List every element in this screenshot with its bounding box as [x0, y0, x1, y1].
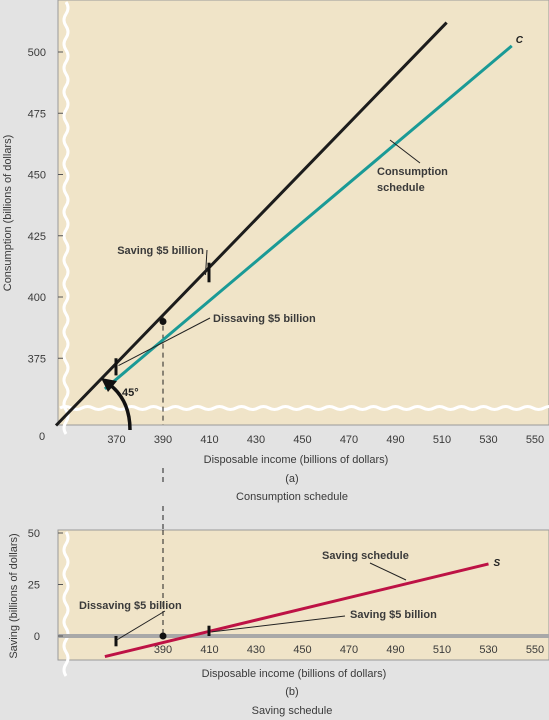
- curve-label-s: S: [494, 558, 501, 569]
- saving-schedule-label: Saving schedule: [322, 550, 409, 562]
- y-tick-label: 25: [28, 580, 40, 592]
- saving-schedule-leader-line: [369, 562, 407, 581]
- x-tick-label: 410: [200, 644, 218, 656]
- x-tick-label: 370: [107, 434, 125, 446]
- angle-arc-arrow: [107, 382, 132, 431]
- dissaving-leader-line: [116, 610, 166, 641]
- y-tick-label: 0: [34, 631, 40, 643]
- y-tick-label: 500: [28, 47, 46, 59]
- x-tick-label: 390: [154, 644, 172, 656]
- angle-arrowhead-icon: [101, 378, 117, 392]
- consumption-schedule-label-line2: schedule: [377, 182, 425, 194]
- x-tick-label: 490: [386, 434, 404, 446]
- consumption-line: [103, 44, 513, 391]
- x-tick-label: 530: [479, 644, 497, 656]
- x-tick-label: 430: [247, 644, 265, 656]
- x-axis-title: Disposable income (billions of dollars): [204, 454, 389, 466]
- forty-five-degree-line: [54, 21, 448, 427]
- panel-caption: Consumption schedule: [236, 491, 348, 503]
- x-tick-label: 430: [247, 434, 265, 446]
- saving-annotation: Saving $5 billion: [350, 609, 437, 621]
- y-tick-label: 375: [28, 353, 46, 365]
- y-axis-ticks: 0 25 50: [28, 528, 63, 643]
- y-axis-ticks: 375 400 425 450 475 500: [28, 47, 63, 365]
- panel-b: Saving schedule Saving $5 billion Dissav…: [8, 528, 549, 717]
- y-tick-label: 475: [28, 108, 46, 120]
- dissaving-annotation: Dissaving $5 billion: [79, 600, 182, 612]
- dissaving-annotation: Dissaving $5 billion: [213, 313, 316, 325]
- y-axis-title: Consumption (billions of dollars): [2, 135, 14, 292]
- x-tick-label: 470: [340, 644, 358, 656]
- x-tick-label: 550: [526, 644, 544, 656]
- panel-a: 45° Saving $5 billion Dissaving $5 billi…: [2, 0, 549, 503]
- x-axis-title: Disposable income (billions of dollars): [202, 668, 387, 680]
- x-tick-label: 450: [293, 434, 311, 446]
- x-tick-label: 410: [200, 434, 218, 446]
- x-tick-label: 490: [386, 644, 404, 656]
- break-even-point: [159, 318, 167, 325]
- dissaving-leader-line: [118, 317, 211, 367]
- saving-line: [104, 562, 489, 659]
- x-tick-label: 550: [526, 434, 544, 446]
- dissaving-gap-marker: [114, 358, 118, 376]
- panel-letter: (b): [285, 686, 298, 698]
- x-tick-label: 510: [433, 434, 451, 446]
- x-axis-ticks: 370 390 410 430 450 470 490 510 530 550: [107, 434, 544, 446]
- y-axis-break: [62, 1, 70, 435]
- saving-leader-line: [205, 249, 208, 275]
- consumption-schedule-leader-line: [389, 139, 421, 164]
- panel-caption: Saving schedule: [252, 705, 333, 717]
- x-tick-label: 530: [479, 434, 497, 446]
- x-tick-label: 450: [293, 644, 311, 656]
- x-axis-ticks: 390 410 430 450 470 490 510 530 550: [154, 644, 544, 656]
- consumption-schedule-label-line1: Consumption: [377, 166, 448, 178]
- origin-label: 0: [39, 431, 45, 443]
- angle-label: 45°: [122, 387, 139, 399]
- y-axis-title: Saving (billions of dollars): [8, 533, 20, 658]
- panel-a-plot-area: [57, 0, 549, 426]
- y-tick-label: 400: [28, 292, 46, 304]
- y-axis-break: [62, 531, 70, 677]
- x-axis-break: [59, 405, 549, 411]
- curve-label-c: C: [516, 35, 524, 46]
- x-tick-label: 470: [340, 434, 358, 446]
- saving-marker: [207, 625, 211, 636]
- y-tick-label: 425: [28, 231, 46, 243]
- saving-leader-line: [211, 615, 346, 633]
- break-even-point: [159, 632, 167, 640]
- y-tick-label: 50: [28, 528, 40, 540]
- dissaving-marker: [114, 636, 118, 647]
- y-tick-label: 450: [28, 170, 46, 182]
- saving-gap-marker: [207, 262, 211, 283]
- x-tick-label: 390: [154, 434, 172, 446]
- saving-annotation: Saving $5 billion: [117, 245, 204, 257]
- x-tick-label: 510: [433, 644, 451, 656]
- panel-letter: (a): [285, 473, 298, 485]
- panel-b-plot-area: [57, 529, 549, 661]
